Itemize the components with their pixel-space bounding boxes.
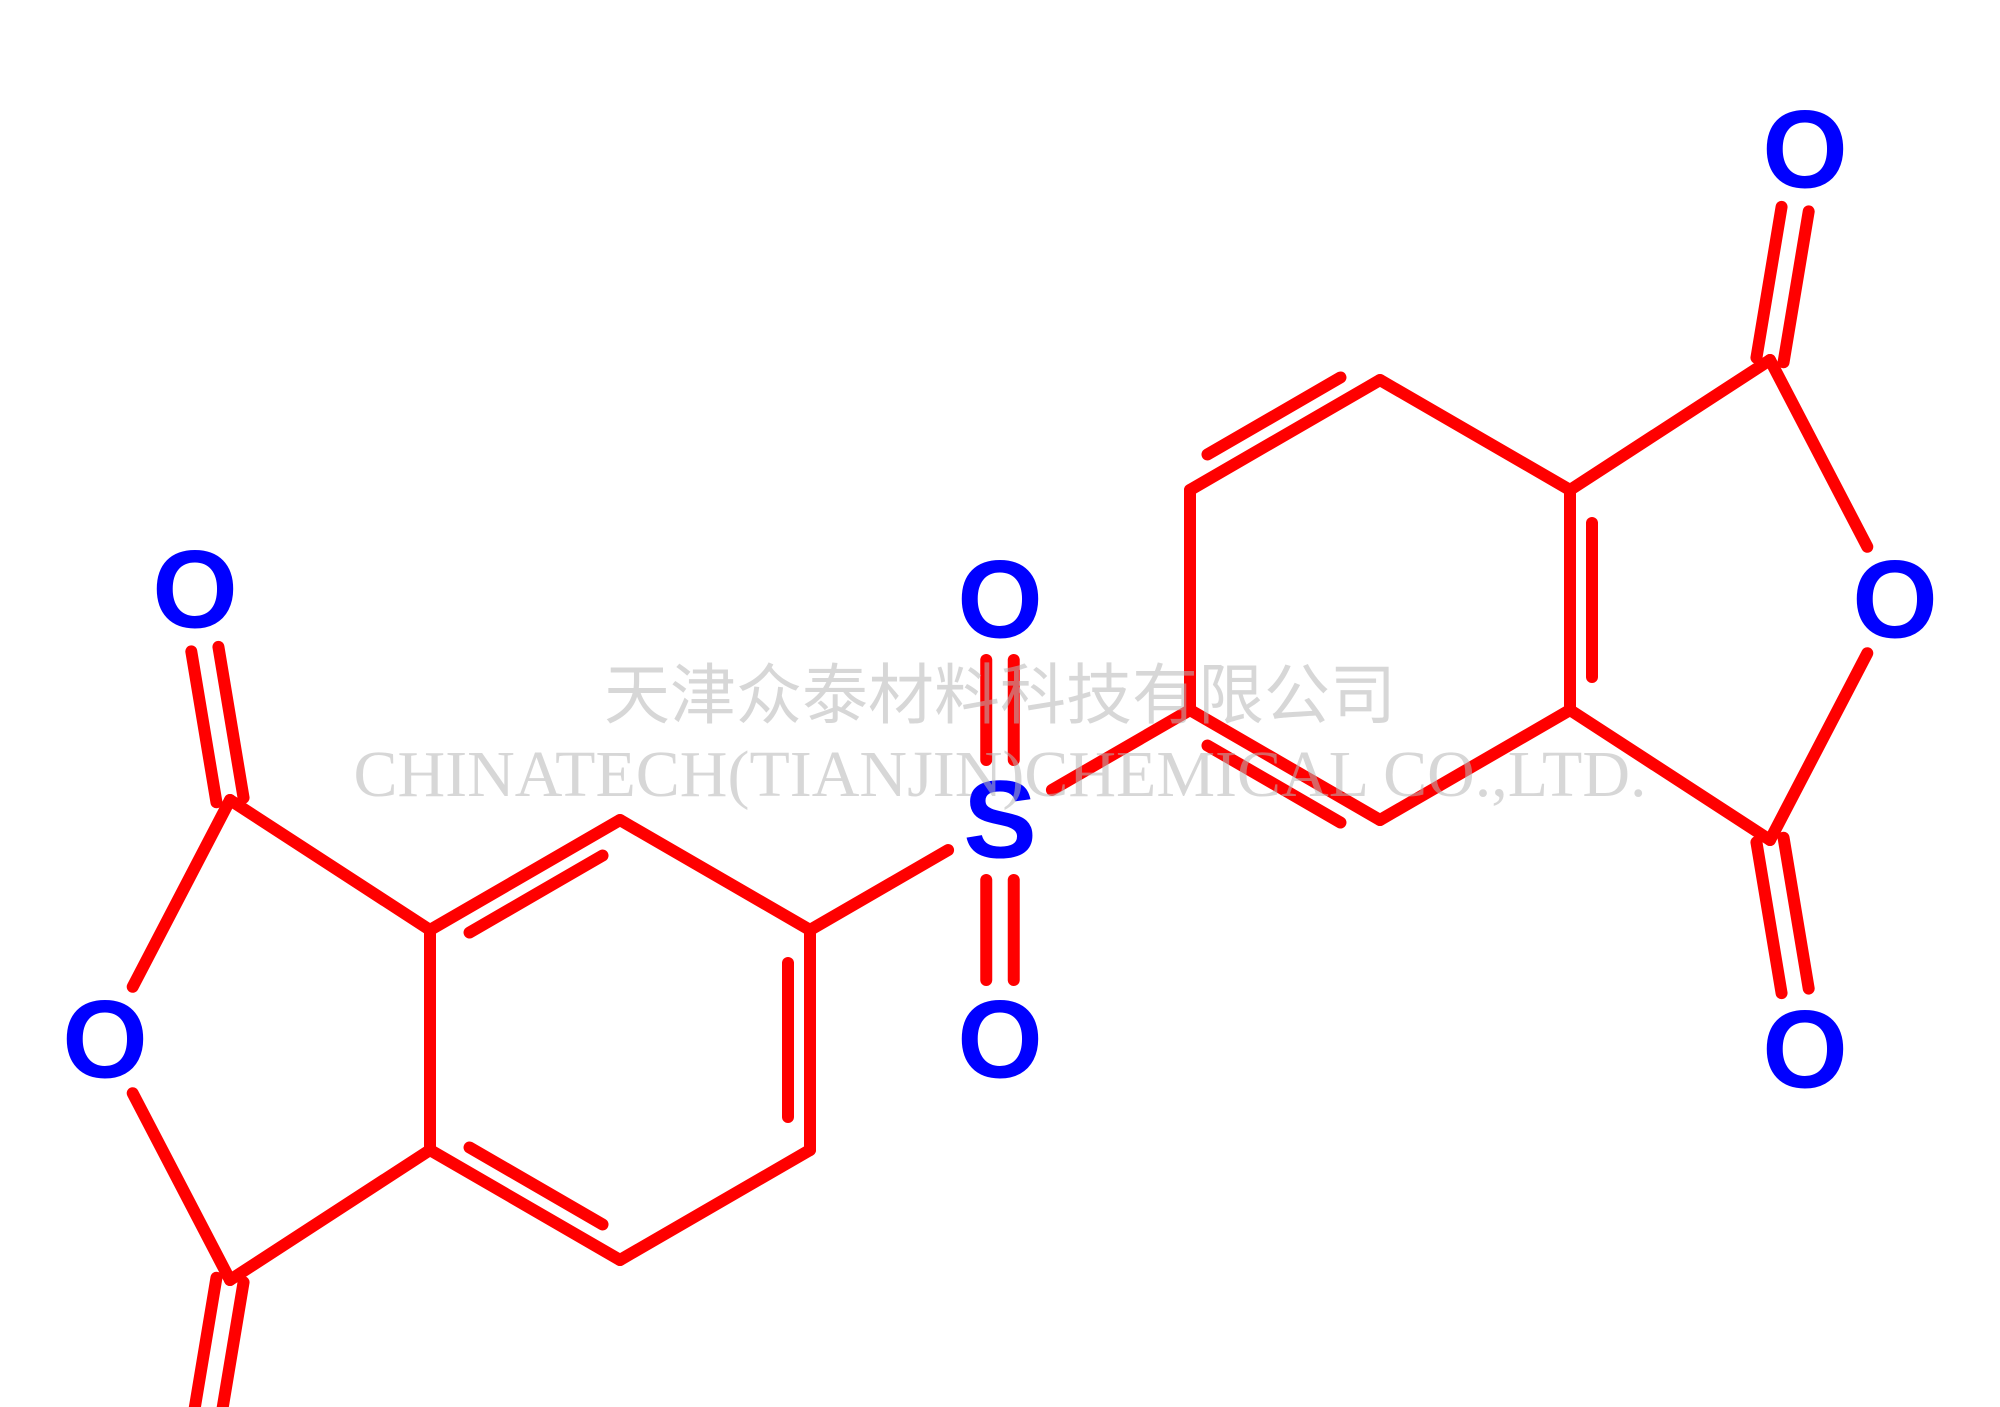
bond xyxy=(133,800,230,987)
oxygen-atom-label: O xyxy=(957,539,1043,662)
bond xyxy=(620,820,810,930)
bond xyxy=(1380,710,1570,820)
bond xyxy=(1190,380,1380,490)
bond xyxy=(1756,207,1781,358)
oxygen-atom-label: O xyxy=(1762,89,1848,212)
bond xyxy=(1052,710,1190,790)
oxygen-atom-label: O xyxy=(1852,539,1938,662)
molecule-diagram: SOOOOOOOO xyxy=(0,0,2000,1407)
oxygen-atom-label: O xyxy=(152,529,238,652)
bond xyxy=(1770,653,1867,840)
bond xyxy=(1380,380,1570,490)
bond xyxy=(430,1150,620,1260)
bond xyxy=(230,800,430,930)
bond xyxy=(1770,360,1867,547)
oxygen-atom-label: O xyxy=(1762,989,1848,1112)
oxygen-atom-label: O xyxy=(62,979,148,1102)
bond xyxy=(1784,211,1809,362)
bond xyxy=(218,1282,243,1407)
bond xyxy=(1190,710,1380,820)
bond xyxy=(1784,838,1809,989)
bond xyxy=(133,1093,230,1280)
bond xyxy=(230,1150,430,1280)
bond xyxy=(1756,842,1781,993)
bond xyxy=(620,1150,810,1260)
bond xyxy=(1570,710,1770,840)
bond xyxy=(191,1278,216,1407)
oxygen-atom-label: O xyxy=(957,979,1043,1102)
bond xyxy=(191,651,216,802)
sulfur-atom-label: S xyxy=(963,759,1036,882)
bond xyxy=(430,820,620,930)
bond xyxy=(218,647,243,798)
bond xyxy=(1570,360,1770,490)
bond xyxy=(810,850,948,930)
